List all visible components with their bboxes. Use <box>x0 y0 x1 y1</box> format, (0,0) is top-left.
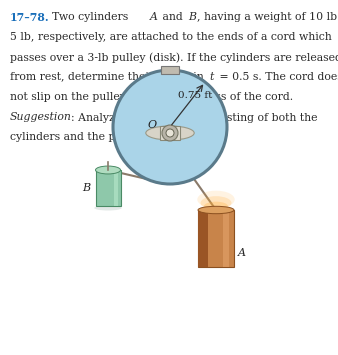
Ellipse shape <box>200 196 232 210</box>
Ellipse shape <box>198 206 234 214</box>
Text: Two cylinders: Two cylinders <box>52 12 132 22</box>
Circle shape <box>162 125 178 141</box>
Text: and: and <box>159 12 186 22</box>
Text: 5 lb, respectively, are attached to the ends of a cord which: 5 lb, respectively, are attached to the … <box>10 32 332 42</box>
Ellipse shape <box>96 166 121 174</box>
Text: 0.75 ft: 0.75 ft <box>178 91 212 99</box>
Text: B: B <box>188 12 196 22</box>
Text: cylinders and the pulley.: cylinders and the pulley. <box>10 132 144 142</box>
Text: A: A <box>150 12 158 22</box>
Text: 17–78.: 17–78. <box>10 12 50 23</box>
Text: not slip on the pulley. Neglect the mass of the cord.: not slip on the pulley. Neglect the mass… <box>10 92 293 102</box>
Text: Suggestion: Suggestion <box>10 112 72 122</box>
Bar <box>114 170 118 206</box>
Text: : Analyze the “system” consisting of both the: : Analyze the “system” consisting of bot… <box>71 112 317 123</box>
Text: passes over a 3-lb pulley (disk). If the cylinders are released: passes over a 3-lb pulley (disk). If the… <box>10 52 338 62</box>
Bar <box>160 126 180 140</box>
Text: O: O <box>147 120 156 130</box>
Text: t: t <box>209 72 213 82</box>
Text: from rest, determine their speed in: from rest, determine their speed in <box>10 72 207 82</box>
Bar <box>161 66 179 74</box>
Text: A: A <box>238 248 246 258</box>
Bar <box>223 210 228 267</box>
Bar <box>198 210 234 267</box>
Ellipse shape <box>207 207 225 213</box>
Circle shape <box>113 70 227 184</box>
Ellipse shape <box>94 206 122 211</box>
Bar <box>198 210 208 267</box>
Text: = 0.5 s. The cord does: = 0.5 s. The cord does <box>216 72 338 82</box>
Bar <box>96 170 121 206</box>
Text: B: B <box>82 183 91 193</box>
Ellipse shape <box>146 126 194 140</box>
Ellipse shape <box>197 191 235 208</box>
Bar <box>198 210 208 267</box>
Ellipse shape <box>204 202 228 211</box>
Circle shape <box>166 129 174 137</box>
Text: , having a weight of 10 lb and: , having a weight of 10 lb and <box>197 12 338 22</box>
